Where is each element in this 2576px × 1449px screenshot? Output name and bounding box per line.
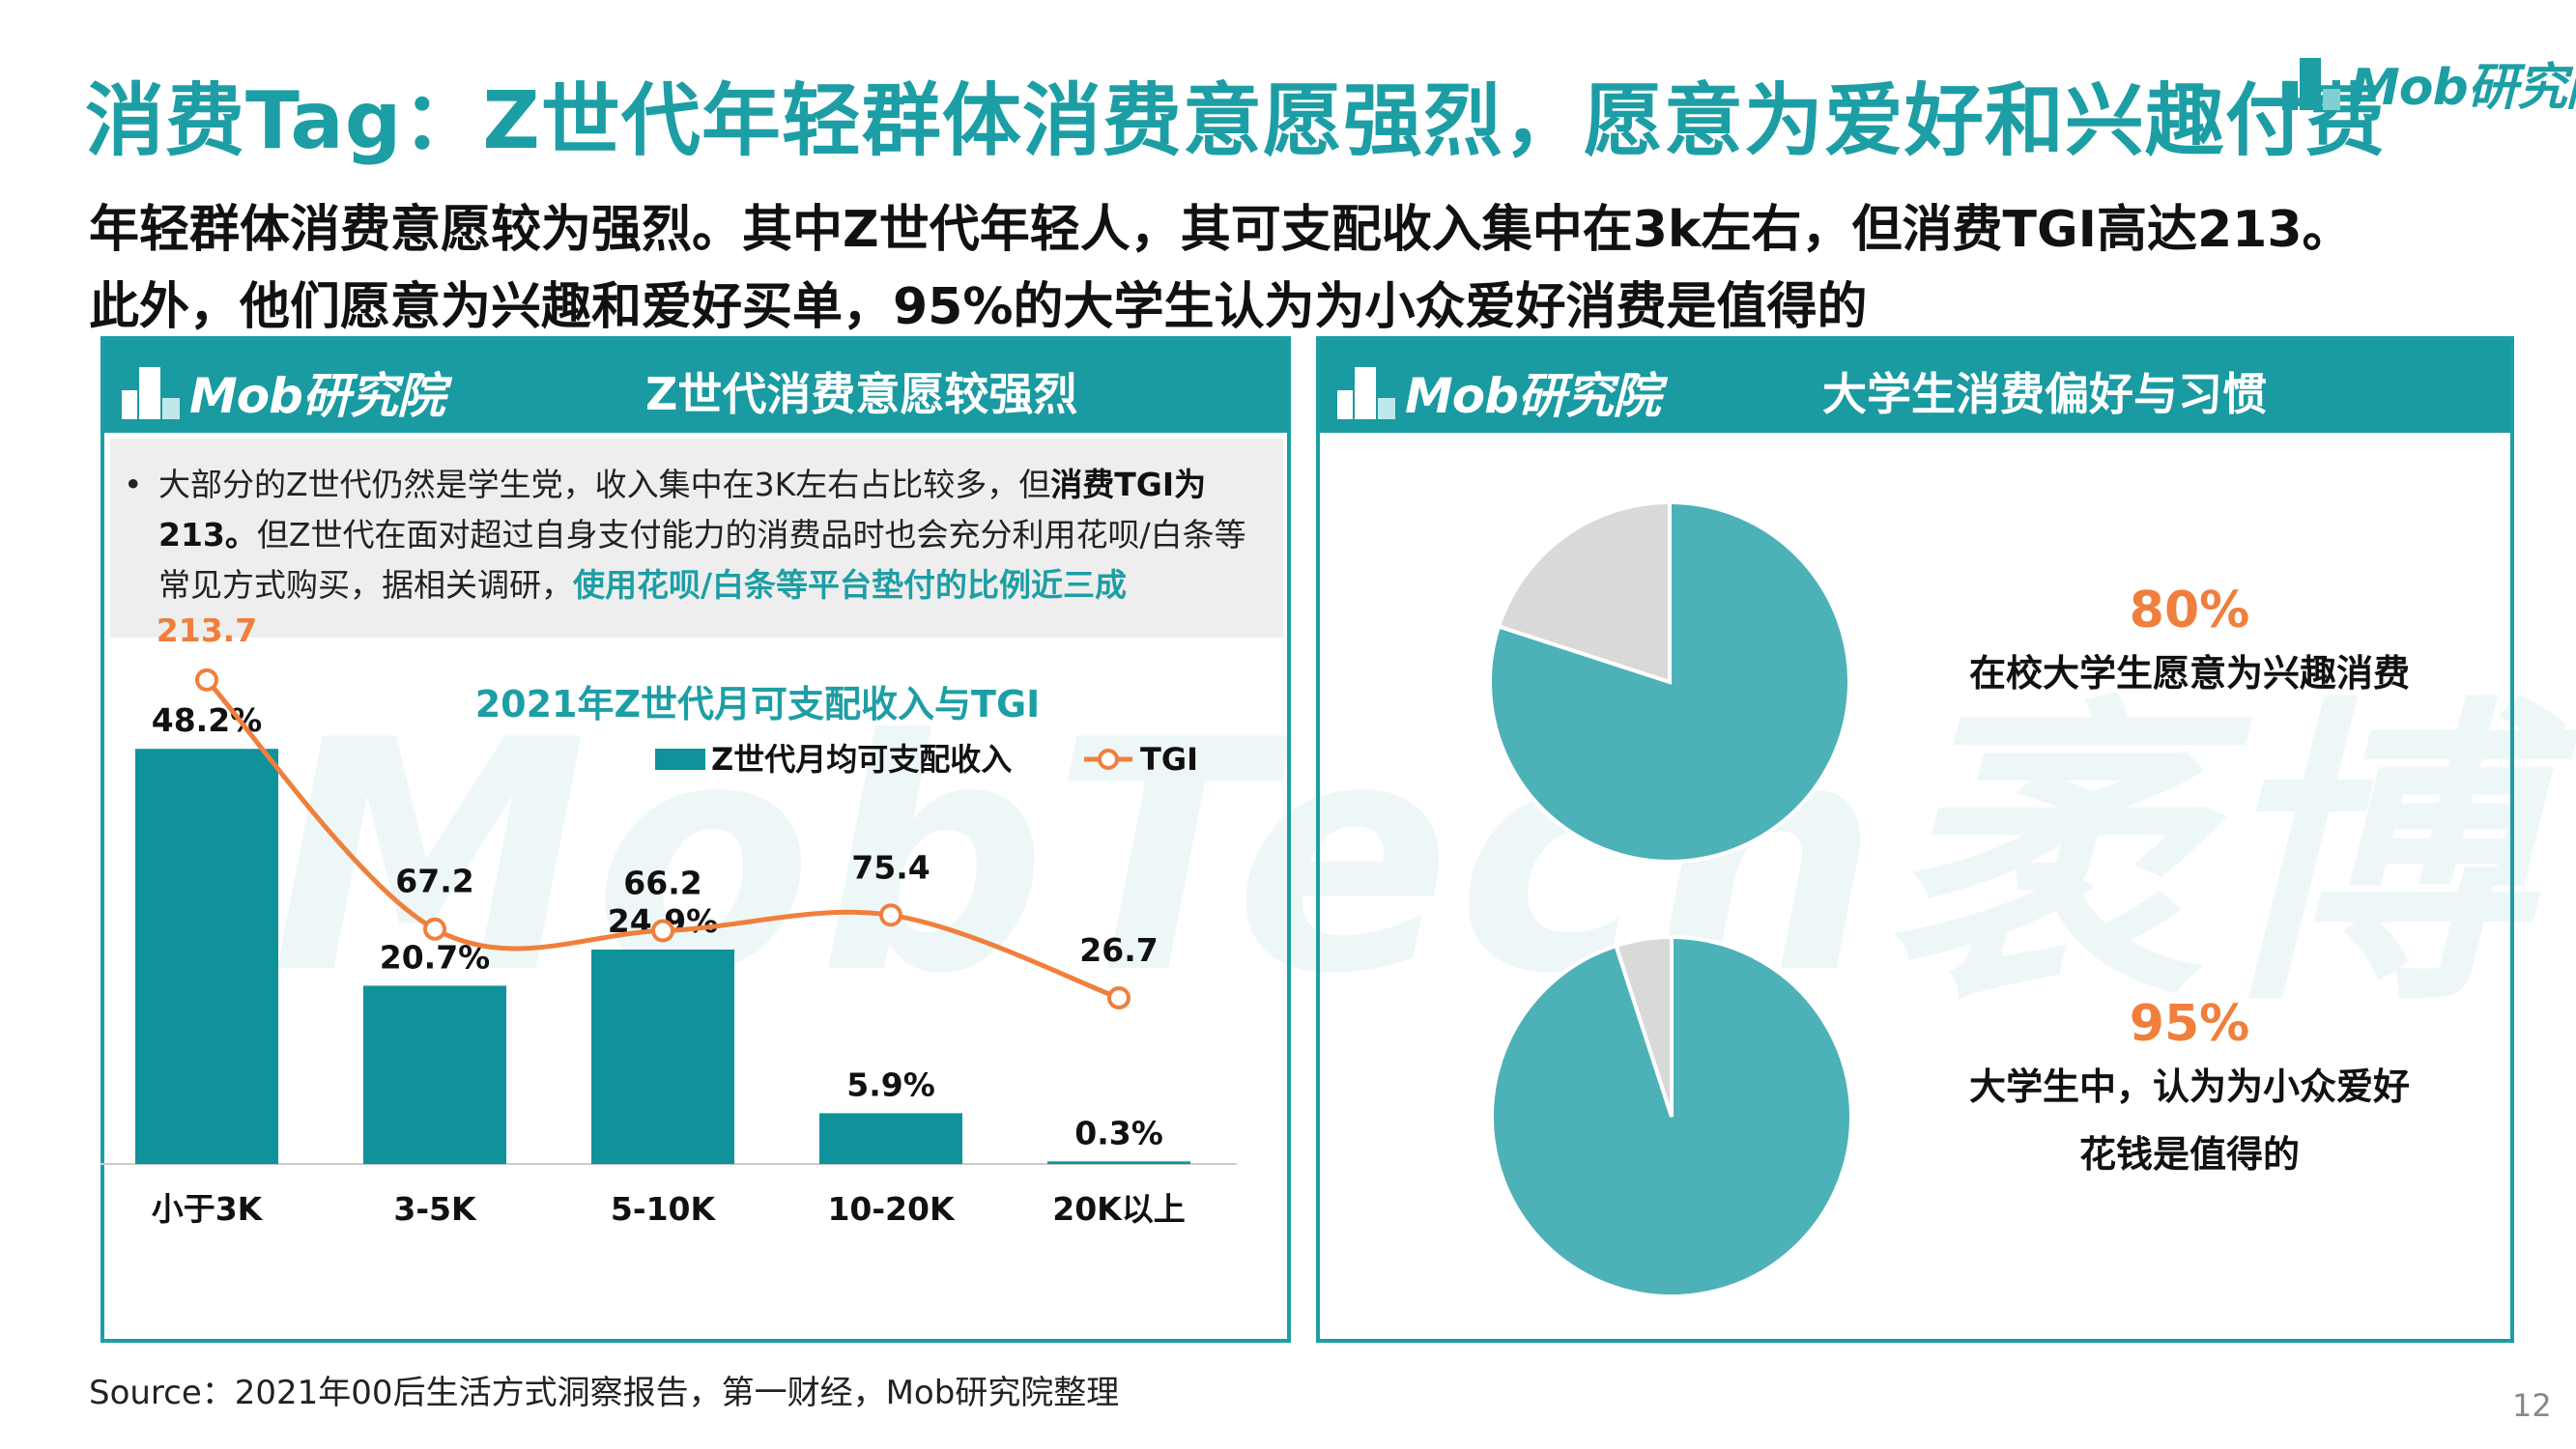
tgi-line bbox=[205, 678, 1120, 1001]
chart-title: 2021年Z世代月可支配收入与TGI bbox=[475, 683, 1041, 725]
pie-2-pct: 95% bbox=[2129, 995, 2250, 1053]
x-tick-2: 5-10K bbox=[611, 1190, 717, 1228]
pie-2-label: 95% 大学生中，认为为小众爱好 花钱是值得的 bbox=[1919, 995, 2460, 1188]
bar-2 bbox=[591, 949, 734, 1164]
income-tgi-chart: 2021年Z世代月可支配收入与TGI Z世代月均可支配收入 TGI 48.2% 小于3K… bbox=[100, 618, 1237, 1228]
tgi-point-3 bbox=[879, 903, 902, 927]
note-part-2: 但Z世代在面对超过自身支付能力的消费品时也会充分利用花呗/白条等常见方式购买，据… bbox=[158, 516, 1246, 604]
note-bold: 消费TGI为213。 bbox=[158, 466, 1207, 554]
tgi-point-1 bbox=[423, 917, 446, 941]
source-note: Source：2021年00后生活方式洞察报告，第一财经，Mob研究院整理 bbox=[89, 1374, 1120, 1412]
left-panel-title: Z世代消费意愿较强烈 bbox=[645, 368, 1078, 420]
panel-logo-text: Mob研究院 bbox=[189, 368, 445, 424]
legend-line-marker bbox=[1098, 749, 1119, 770]
page-title: 消费Tag：Z世代年轻群体消费意愿强烈，愿意为爱好和兴趣付费 bbox=[85, 75, 2386, 167]
tgi-label-0: 213.7 bbox=[157, 618, 257, 649]
tgi-label-4: 26.7 bbox=[1079, 931, 1158, 969]
bar-label-4: 0.3% bbox=[1074, 1114, 1163, 1151]
panel-logo: Mob研究院 bbox=[122, 357, 445, 427]
bar-label-0: 48.2% bbox=[152, 701, 263, 739]
note-highlight: 使用花呗/白条等平台垫付的比例近三成 bbox=[573, 566, 1128, 604]
left-panel-header: Mob研究院 Z世代消费意愿较强烈 bbox=[104, 340, 1287, 433]
tgi-point-4 bbox=[1107, 986, 1131, 1010]
building-logo-icon bbox=[1337, 365, 1397, 419]
x-tick-0: 小于3K bbox=[152, 1190, 264, 1228]
student-pies bbox=[1488, 499, 1853, 1298]
brand-logo: Mob研究院 bbox=[2282, 46, 2576, 119]
page-subtitle: 年轻群体消费意愿较为强烈。其中Z世代年轻人，其可支配收入集中在3k左右，但消费T… bbox=[89, 191, 2353, 346]
subtitle-line-2: 此外，他们愿意为兴趣和爱好买单，95%的大学生认为为小众爱好消费是值得的 bbox=[89, 278, 1868, 336]
pie-2-desc-line-1: 大学生中，认为为小众爱好 bbox=[1968, 1065, 2410, 1108]
bar-3 bbox=[819, 1113, 962, 1164]
bar-1 bbox=[363, 985, 506, 1164]
note-part-1: 大部分的Z世代仍然是学生党，收入集中在3K左右占比较多，但 bbox=[158, 466, 1051, 503]
pie-1-desc: 在校大学生愿意为兴趣消费 bbox=[1968, 652, 2410, 695]
x-tick-4: 20K以上 bbox=[1052, 1190, 1186, 1228]
x-tick-3: 10-20K bbox=[827, 1190, 956, 1228]
right-panel: Mob研究院 大学生消费偏好与习惯 80% 在校大学生愿意为兴趣消费 95% 大… bbox=[1316, 336, 2514, 1343]
pie-2-desc-line-2: 花钱是值得的 bbox=[2078, 1133, 2300, 1176]
bar-0 bbox=[135, 749, 278, 1164]
tgi-point-0 bbox=[195, 668, 218, 692]
note-box: • 大部分的Z世代仍然是学生党，收入集中在3K左右占比较多，但消费TGI为213… bbox=[110, 439, 1283, 638]
building-logo-icon bbox=[2282, 56, 2342, 110]
brand-logo-text: Mob研究院 bbox=[2350, 59, 2576, 117]
subtitle-line-1: 年轻群体消费意愿较为强烈。其中Z世代年轻人，其可支配收入集中在3k左右，但消费T… bbox=[89, 201, 2353, 259]
pie-1-pct: 80% bbox=[2129, 582, 2250, 639]
bullet: • bbox=[124, 466, 143, 503]
tgi-label-3: 75.4 bbox=[851, 848, 930, 886]
building-logo-icon bbox=[122, 365, 182, 419]
page-number: 12 bbox=[2512, 1387, 2552, 1424]
pie-1-slice-1 bbox=[1496, 499, 1672, 685]
x-tick-1: 3-5K bbox=[393, 1190, 477, 1228]
bar-label-3: 5.9% bbox=[846, 1065, 935, 1103]
pie-2-slice-1 bbox=[1614, 934, 1674, 1118]
pie-1-label: 80% 在校大学生愿意为兴趣消费 bbox=[1919, 582, 2460, 707]
right-panel-header: Mob研究院 大学生消费偏好与习惯 bbox=[1320, 340, 2510, 433]
right-panel-title: 大学生消费偏好与习惯 bbox=[1822, 368, 2267, 420]
panel-logo: Mob研究院 bbox=[1337, 357, 1661, 427]
left-panel: Mob研究院 Z世代消费意愿较强烈 • 大部分的Z世代仍然是学生党，收入集中在3… bbox=[100, 336, 1291, 1343]
note-text: • 大部分的Z世代仍然是学生党，收入集中在3K左右占比较多，但消费TGI为213… bbox=[124, 460, 1260, 611]
legend-bar-swatch bbox=[655, 749, 705, 770]
panel-logo-text: Mob研究院 bbox=[1405, 368, 1661, 424]
tgi-label-2: 66.2 bbox=[623, 864, 701, 901]
legend-line-label: TGI bbox=[1140, 741, 1198, 778]
legend-bar-label: Z世代月均可支配收入 bbox=[711, 741, 1012, 778]
bar-4 bbox=[1047, 1161, 1190, 1164]
tgi-point-2 bbox=[651, 919, 674, 943]
tgi-label-1: 67.2 bbox=[395, 863, 473, 900]
